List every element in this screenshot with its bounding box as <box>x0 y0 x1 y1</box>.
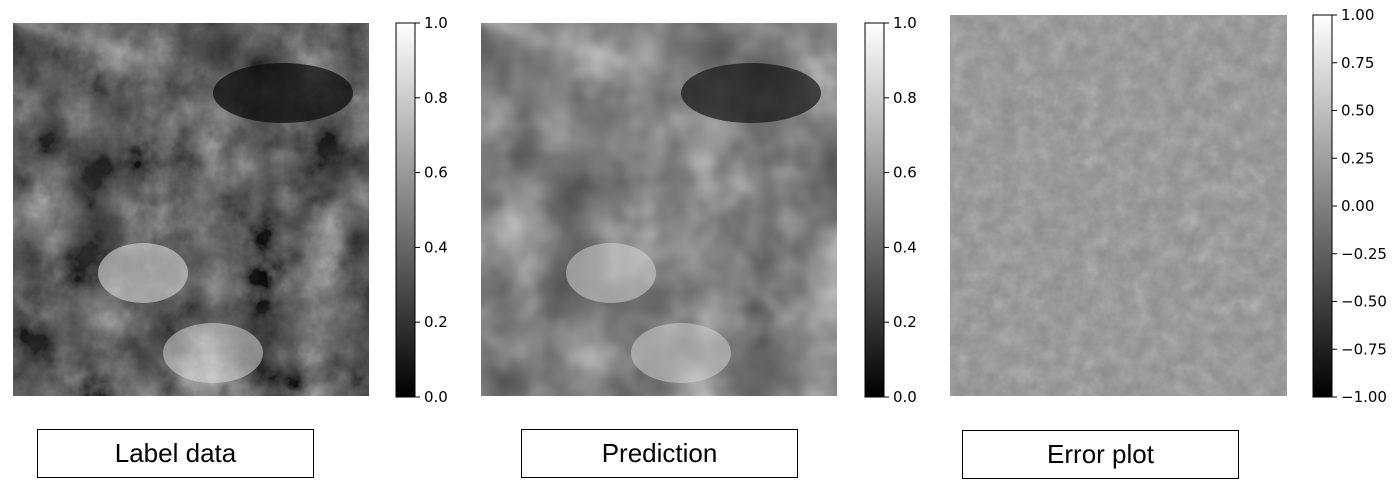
prediction-colorbar-tick-label: 0.4 <box>893 238 917 256</box>
error-plot-image <box>950 15 1287 396</box>
label-data-image <box>13 23 369 396</box>
error-plot-colorbar-tick-label: 0.50 <box>1341 102 1374 120</box>
prediction-colorbar-tick-label: 0.0 <box>893 388 917 406</box>
label-data-colorbar: 0.0 0.2 0.4 0.6 0.8 1.0 <box>395 14 448 406</box>
label-data-caption: Label data <box>37 429 314 478</box>
prediction-colorbar-tick-label: 0.2 <box>893 313 917 331</box>
error-plot-colorbar-tick-label: −0.25 <box>1341 245 1387 263</box>
error-plot-colorbar-tick-label: 1.00 <box>1341 6 1374 24</box>
error-plot-colorbar-tick-label: −0.75 <box>1341 340 1387 358</box>
error-plot-colorbar-tick-label: 0.25 <box>1341 149 1374 167</box>
prediction-colorbar-tick-label: 0.6 <box>893 164 917 182</box>
label-data-colorbar-tick-label: 0.8 <box>424 89 448 107</box>
error-plot-colorbar-tick-label: −0.50 <box>1341 293 1387 311</box>
error-plot-caption: Error plot <box>962 430 1239 479</box>
label-data-colorbar-tick-label: 0.0 <box>424 388 448 406</box>
prediction-colorbar-tick-label: 0.8 <box>893 89 917 107</box>
prediction-caption: Prediction <box>521 429 798 478</box>
error-plot-colorbar-tick-label: 0.00 <box>1341 197 1374 215</box>
error-plot-colorbar-tick-label: 0.75 <box>1341 54 1374 72</box>
label-data-colorbar-tick-label: 0.2 <box>424 313 448 331</box>
label-data-colorbar-tick-label: 0.4 <box>424 238 448 256</box>
label-data-colorbar-tick-label: 0.6 <box>424 164 448 182</box>
error-plot-colorbar: −1.00 −0.75 −0.50 −0.25 0.00 0.25 0.50 0.75 1.00 <box>1312 6 1387 406</box>
prediction-colorbar: 0.0 0.2 0.4 0.6 0.8 1.0 <box>864 14 917 406</box>
prediction-image <box>481 23 837 396</box>
label-data-colorbar-tick-label: 1.0 <box>424 14 448 32</box>
prediction-colorbar-tick-label: 1.0 <box>893 14 917 32</box>
error-plot-colorbar-tick-label: −1.00 <box>1341 388 1387 406</box>
